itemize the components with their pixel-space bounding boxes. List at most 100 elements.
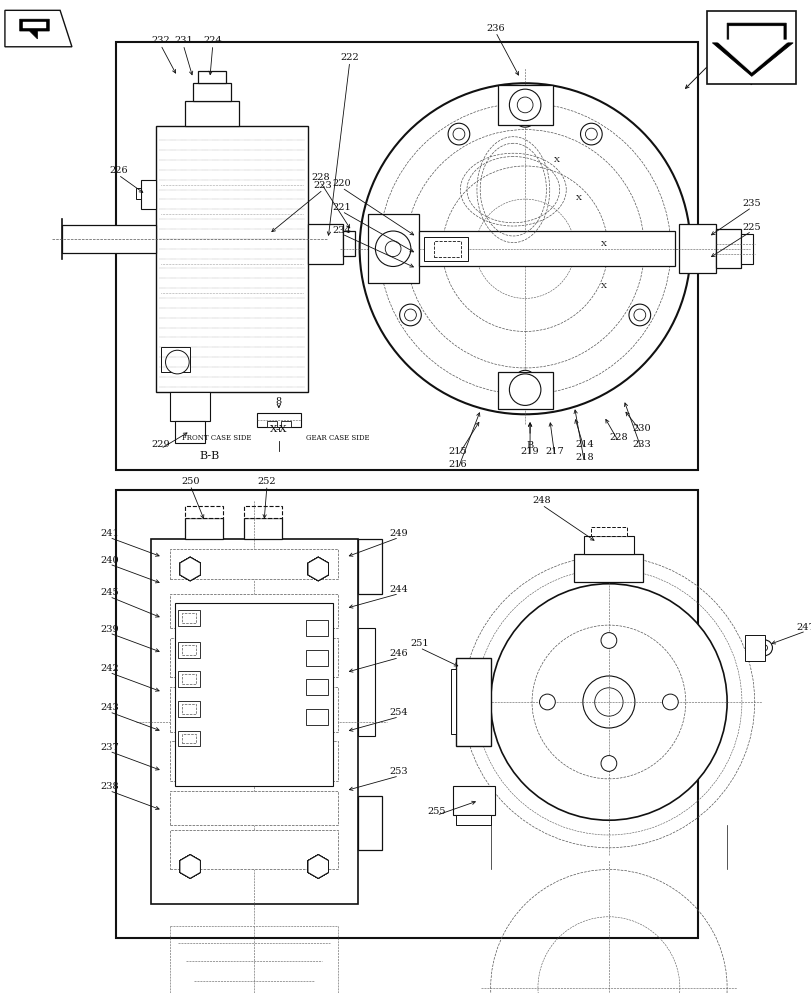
Text: X: X [600,282,606,290]
Text: 234: 234 [332,226,351,235]
Circle shape [582,676,634,728]
Circle shape [508,374,540,405]
Bar [185,101,239,126]
Bar [170,392,209,421]
Text: 237: 237 [100,743,118,752]
Bar [367,214,418,283]
Text: 235: 235 [741,199,760,208]
Text: 224: 224 [204,36,222,45]
Text: 247: 247 [796,623,811,632]
Circle shape [629,304,650,326]
Circle shape [513,105,535,127]
Text: 238: 238 [100,782,118,791]
Bar [62,225,156,253]
Text: X: X [600,240,606,248]
Text: 252: 252 [257,477,276,486]
Bar [170,549,337,579]
Polygon shape [180,855,200,878]
Circle shape [513,370,535,392]
Polygon shape [307,557,328,581]
Bar [161,347,190,372]
Text: X: X [553,156,559,164]
Circle shape [490,584,726,820]
Polygon shape [19,19,49,39]
Polygon shape [180,557,200,581]
Bar [715,229,740,268]
Bar [740,234,752,264]
Bar [170,687,337,732]
Text: 217: 217 [545,447,564,456]
Bar [185,506,222,518]
Polygon shape [307,855,328,878]
Polygon shape [307,855,328,878]
Text: 229: 229 [151,440,169,449]
Text: 253: 253 [389,767,408,776]
Bar [497,85,552,125]
Text: B: B [526,441,533,450]
Circle shape [517,97,532,113]
Text: X-X: X-X [270,425,287,434]
Polygon shape [180,855,200,878]
Circle shape [585,128,597,140]
Text: 249: 249 [389,529,408,538]
Bar [156,126,308,392]
Bar [193,83,230,101]
Text: 243: 243 [100,703,118,712]
Bar [497,372,552,409]
Text: 227: 227 [757,33,776,42]
Text: 233: 233 [631,440,650,449]
Bar [135,188,141,199]
Bar [744,635,764,661]
Bar [141,180,156,209]
Bar [182,674,195,684]
Bar [151,539,357,904]
Text: 220: 220 [333,179,351,188]
Text: 228: 228 [311,173,329,182]
Polygon shape [180,855,200,878]
Bar [453,786,494,815]
Text: 239: 239 [100,625,118,634]
Circle shape [359,83,690,414]
Bar [357,539,382,594]
Circle shape [662,694,677,710]
Circle shape [518,375,530,387]
Text: X: X [576,194,581,202]
Polygon shape [711,23,792,76]
Bar [175,421,204,443]
Polygon shape [180,855,200,878]
Bar [185,518,222,539]
Polygon shape [180,557,200,581]
Polygon shape [714,26,789,72]
Polygon shape [307,855,328,878]
Bar [678,224,715,273]
Circle shape [539,694,555,710]
Polygon shape [180,557,200,581]
Text: 222: 222 [340,53,358,62]
Polygon shape [180,557,200,581]
Bar [573,554,642,582]
Circle shape [165,350,189,374]
Polygon shape [180,855,200,878]
Text: B-B: B-B [200,451,220,461]
Polygon shape [307,855,328,878]
Bar [267,421,277,427]
Text: B: B [712,51,719,60]
Polygon shape [23,22,46,28]
Bar [706,11,795,84]
Text: 230: 230 [631,424,650,433]
Text: 231: 231 [174,36,192,45]
Circle shape [375,231,410,266]
Text: 226: 226 [109,166,127,175]
Bar [182,704,195,714]
Bar [244,506,281,518]
Text: 255: 255 [427,807,445,816]
Text: 8: 8 [276,397,281,406]
Circle shape [580,123,602,145]
Bar [182,734,195,743]
Bar [308,224,342,264]
Bar [170,791,337,825]
Text: 245: 245 [100,588,118,597]
Text: 254: 254 [389,708,408,717]
Text: FRONT CASE SIDE: FRONT CASE SIDE [182,434,251,442]
Text: 241: 241 [100,529,118,538]
